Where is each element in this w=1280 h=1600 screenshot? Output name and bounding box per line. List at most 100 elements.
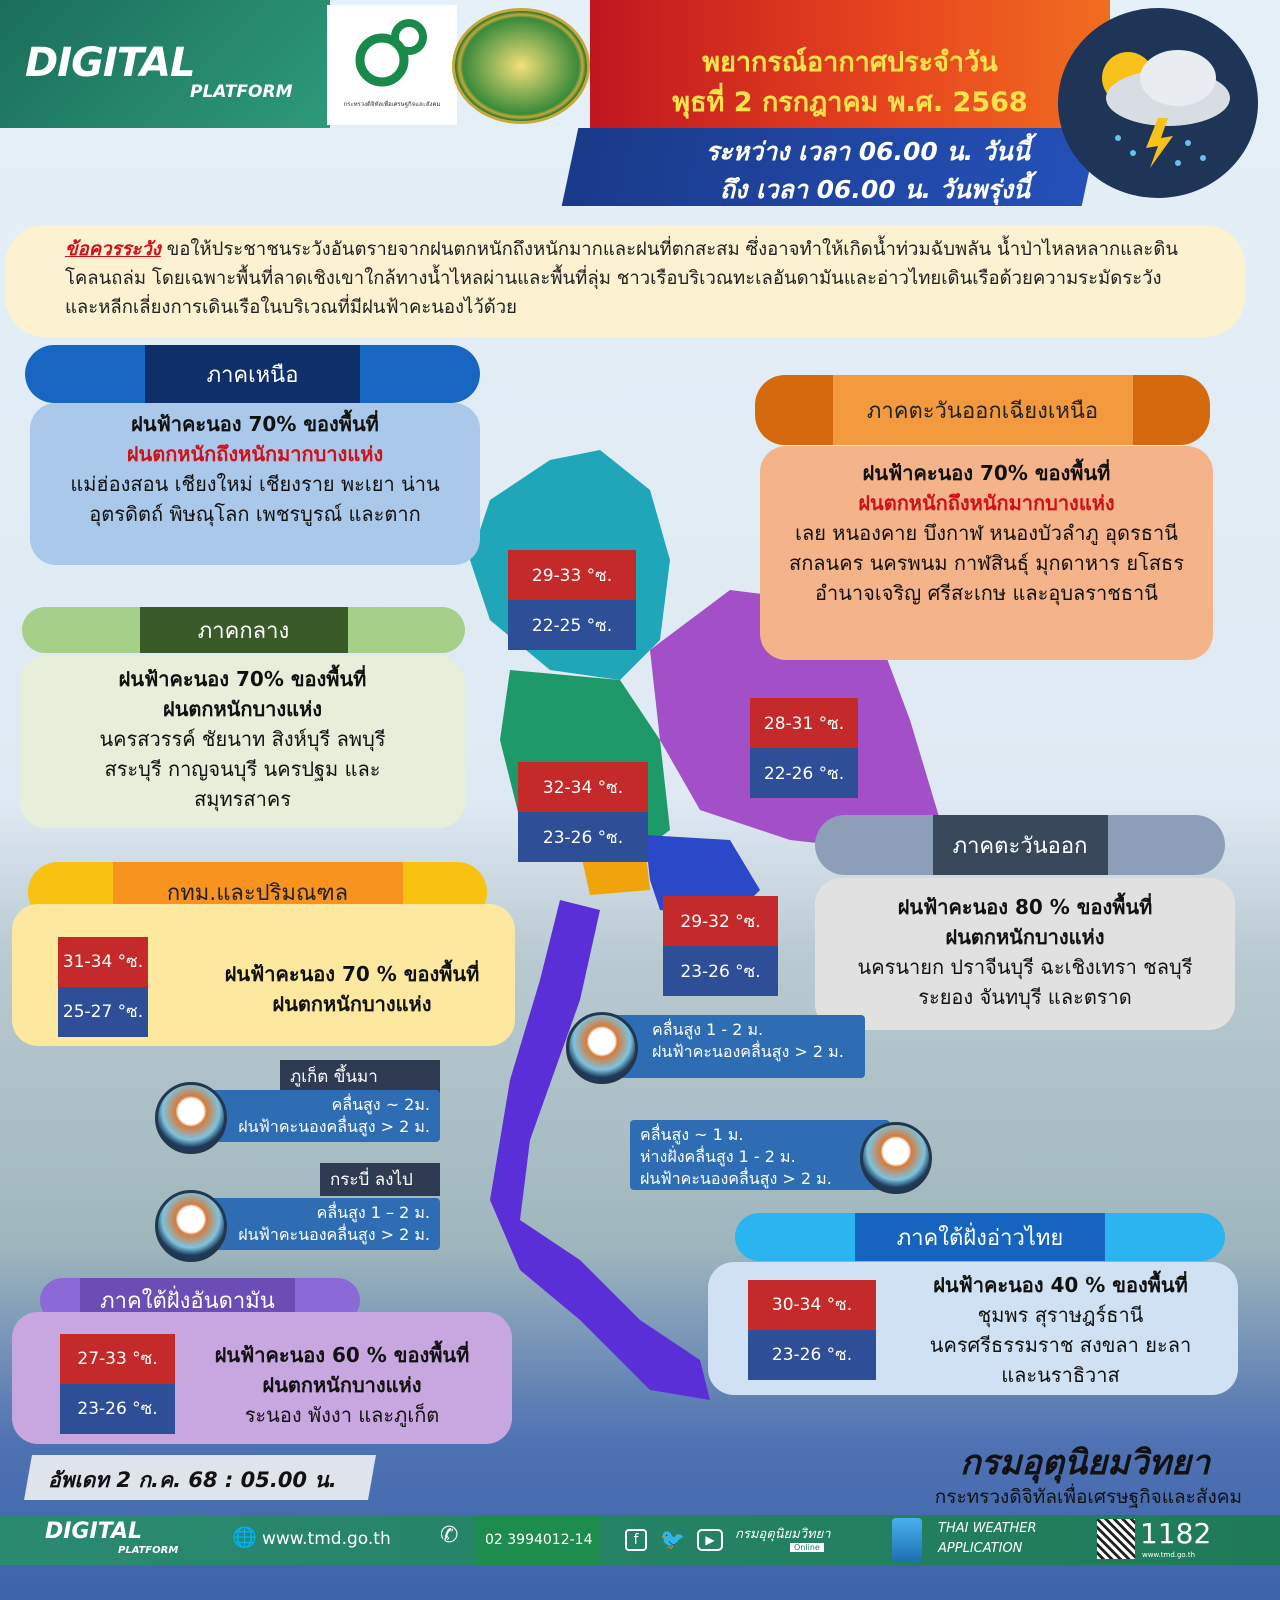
page-title: พยากรณ์อากาศประจำวัน — [702, 47, 998, 78]
east-title: ภาคตะวันออก — [932, 815, 1108, 875]
warning-text: ขอให้ประชาชนระวังอันตรายจากฝนตกหนักถึงหน… — [65, 239, 1179, 318]
northeast-heavy-rain: ฝนตกหนักถึงหนักมากบางแห่ง — [858, 491, 1115, 515]
east-temps: 29-32 °ซ. 23-26 °ซ. — [663, 896, 778, 996]
northeast-title: ภาคตะวันออกเฉียงเหนือ — [832, 375, 1133, 445]
hotline-number[interactable]: 1182 — [1140, 1517, 1212, 1550]
east-heavy-rain: ฝนตกหนักบางแห่ง — [945, 925, 1105, 949]
north-heavy-rain: ฝนตกหนักถึงหนักมากบางแห่ง — [126, 442, 384, 466]
ministry-logo: กระทรวงดิจิทัลเพื่อเศรษฐกิจและสังคม — [327, 5, 457, 125]
warning-label: ข้อควรระวัง — [65, 239, 161, 260]
website-link[interactable]: www.tmd.go.th — [262, 1529, 391, 1549]
forecast-date: พุธที่ 2 กรกฎาคม พ.ศ. 2568 — [672, 87, 1028, 118]
northeast-storm: ฝนฟ้าคะนอง 70% ของพื้นที่ — [862, 461, 1111, 485]
central-title: ภาคกลาง — [139, 607, 348, 653]
ship-icon — [155, 1082, 227, 1154]
youtube-icon[interactable]: ▶ — [697, 1529, 723, 1551]
north-temp-max: 29-33 °ซ. — [508, 550, 636, 600]
time-range-start: ระหว่าง เวลา 06.00 น. วันนี้ — [705, 137, 1030, 166]
south-gulf-temp-min: 23-26 °ซ. — [748, 1330, 876, 1380]
wave-phuket-label: ภูเก็ต ขึ้นมา — [280, 1060, 440, 1093]
north-title: ภาคเหนือ — [145, 345, 360, 403]
east-areas: นครนายก ปราจีนบุรี ฉะเชิงเทรา ชลบุรี ระย… — [857, 955, 1193, 1009]
south-gulf-header: ภาคใต้ฝั่งอ่าวไทย — [735, 1213, 1225, 1261]
andaman-heavy-rain: ฝนตกหนักบางแห่ง — [262, 1373, 422, 1397]
footer-digital-logo: DIGITAL — [45, 1519, 143, 1544]
south-gulf-areas: ชุมพร สุราษฎร์ธานี นครศรีธรรมราช สงขลา ย… — [929, 1303, 1192, 1387]
central-temp-min: 23-26 °ซ. — [518, 812, 648, 862]
south-gulf-storm: ฝนฟ้าคะนอง 40 % ของพื้นที่ — [933, 1273, 1188, 1297]
wave-krabi-height: คลื่นสูง 1 – 2 ม. — [316, 1203, 430, 1222]
social-sub: Online — [790, 1543, 824, 1552]
east-temp-max: 29-32 °ซ. — [663, 896, 778, 946]
northeast-temp-min: 22-26 °ซ. — [750, 748, 858, 798]
footer-bar: DIGITAL PLATFORM 🌐 www.tmd.go.th ✆ 02 39… — [0, 1515, 1280, 1565]
ship-icon — [860, 1122, 932, 1194]
andaman-storm: ฝนฟ้าคะนอง 60 % ของพื้นที่ — [214, 1343, 470, 1367]
northeast-temp-max: 28-31 °ซ. — [750, 698, 858, 748]
andaman-panel: ฝนฟ้าคะนอง 60 % ของพื้นที่ ฝนตกหนักบางแห… — [12, 1312, 512, 1444]
qr-code-icon — [1097, 1519, 1135, 1559]
wave-lower-gulf-height: คลื่นสูง ~ 1 ม. — [640, 1125, 744, 1144]
bangkok-storm: ฝนฟ้าคะนอง 70 % ของพื้นที่ — [224, 962, 480, 986]
weather-app-icon[interactable] — [892, 1518, 922, 1562]
north-header: ภาคเหนือ — [25, 345, 480, 403]
footer-platform-logo: PLATFORM — [118, 1545, 179, 1556]
social-name: กรมอุตุนิยมวิทยา — [735, 1527, 831, 1542]
bangkok-panel: ฝนฟ้าคะนอง 70 % ของพื้นที่ ฝนตกหนักบางแห… — [12, 904, 515, 1046]
phone-number[interactable]: 02 3994012-14 — [485, 1532, 593, 1548]
central-header: ภาคกลาง — [22, 607, 465, 653]
north-storm: ฝนฟ้าคะนอง 70% ของพื้นที่ — [131, 412, 379, 436]
central-temps: 32-34 °ซ. 23-26 °ซ. — [518, 762, 648, 862]
phone-icon: ✆ — [440, 1523, 459, 1548]
wave-krabi-label: กระบี่ ลงไป — [320, 1163, 440, 1196]
tmd-seal-logo — [452, 8, 590, 124]
central-panel: ฝนฟ้าคะนอง 70% ของพื้นที่ ฝนตกหนักบางแห่… — [20, 656, 465, 828]
app-name-2: APPLICATION — [938, 1541, 1023, 1556]
wave-upper-gulf: คลื่นสูง 1 - 2 ม. ฝนฟ้าคะนองคลื่นสูง > 2… — [600, 1015, 865, 1078]
central-temp-max: 32-34 °ซ. — [518, 762, 648, 812]
northeast-areas: เลย หนองคาย บึงกาฬ หนองบัวลำภู อุดรธานี … — [788, 521, 1184, 605]
wave-krabi: คลื่นสูง 1 – 2 ม. ฝนฟ้าคะนองคลื่นสูง > 2… — [200, 1198, 440, 1250]
central-areas: นครสวรรค์ ชัยนาท สิงห์บุรี ลพบุรี สระบุร… — [99, 727, 386, 811]
map-south — [490, 900, 710, 1400]
ministry-name: กระทรวงดิจิทัลเพื่อเศรษฐกิจและสังคม — [934, 1486, 1242, 1508]
facebook-icon[interactable]: f — [625, 1529, 647, 1551]
south-gulf-panel: ฝนฟ้าคะนอง 40 % ของพื้นที่ ชุมพร สุราษฎร… — [708, 1262, 1238, 1395]
header-brand — [0, 0, 330, 128]
andaman-temp-min: 23-26 °ซ. — [60, 1384, 175, 1434]
digital-platform-logo: DIGITAL — [25, 40, 195, 86]
header-title-panel: พยากรณ์อากาศประจำวัน พุธที่ 2 กรกฎาคม พ.… — [590, 0, 1110, 128]
north-panel: ฝนฟ้าคะนอง 70% ของพื้นที่ ฝนตกหนักถึงหนั… — [30, 403, 480, 565]
wave-lower-gulf-offshore: ห่างฝั่งคลื่นสูง 1 - 2 ม. — [640, 1147, 796, 1166]
east-header: ภาคตะวันออก — [815, 815, 1225, 875]
south-gulf-temp-max: 30-34 °ซ. — [748, 1280, 876, 1330]
northeast-temps: 28-31 °ซ. 22-26 °ซ. — [750, 698, 858, 798]
central-heavy-rain: ฝนตกหนักบางแห่ง — [163, 697, 322, 721]
central-storm: ฝนฟ้าคะนอง 70% ของพื้นที่ — [118, 667, 367, 691]
east-storm: ฝนฟ้าคะนอง 80 % ของพื้นที่ — [897, 895, 1153, 919]
andaman-temp-max: 27-33 °ซ. — [60, 1334, 175, 1384]
wave-upper-gulf-storm: ฝนฟ้าคะนองคลื่นสูง > 2 ม. — [652, 1042, 844, 1061]
wave-phuket: คลื่นสูง ~ 2ม. ฝนฟ้าคะนองคลื่นสูง > 2 ม. — [200, 1090, 440, 1142]
twitter-icon[interactable]: 🐦 — [660, 1527, 685, 1551]
northeast-header: ภาคตะวันออกเฉียงเหนือ — [755, 375, 1210, 445]
south-gulf-title: ภาคใต้ฝั่งอ่าวไทย — [855, 1213, 1105, 1261]
wave-upper-gulf-height: คลื่นสูง 1 - 2 ม. — [652, 1020, 764, 1039]
bangkok-temp-min: 25-27 °ซ. — [58, 987, 148, 1037]
org-name: กรมอุตุนิยมวิทยา — [960, 1443, 1210, 1483]
ship-icon — [566, 1012, 638, 1084]
update-time: อัพเดท 2 ก.ค. 68 : 05.00 น. — [48, 1468, 337, 1492]
ship-icon — [155, 1190, 227, 1262]
north-areas: แม่ฮ่องสอน เชียงใหม่ เชียงราย พะเยา น่าน… — [70, 472, 440, 526]
north-temp-min: 22-25 °ซ. — [508, 600, 636, 650]
east-temp-min: 23-26 °ซ. — [663, 946, 778, 996]
northeast-panel: ฝนฟ้าคะนอง 70% ของพื้นที่ ฝนตกหนักถึงหนั… — [760, 446, 1213, 660]
sun-cloud-rain-lightning-icon — [1058, 8, 1258, 198]
ministry-name-small: กระทรวงดิจิทัลเพื่อเศรษฐกิจและสังคม — [343, 101, 441, 108]
wave-phuket-storm: ฝนฟ้าคะนองคลื่นสูง > 2 ม. — [238, 1117, 430, 1136]
app-name-1: THAI WEATHER — [938, 1521, 1037, 1536]
andaman-areas: ระนอง พังงา และภูเก็ต — [244, 1403, 440, 1427]
wave-krabi-storm: ฝนฟ้าคะนองคลื่นสูง > 2 ม. — [238, 1225, 430, 1244]
wave-lower-gulf: คลื่นสูง ~ 1 ม. ห่างฝั่งคลื่นสูง 1 - 2 ม… — [630, 1120, 890, 1190]
time-range-end: ถึง เวลา 06.00 น. วันพรุ่งนี้ — [719, 175, 1030, 204]
